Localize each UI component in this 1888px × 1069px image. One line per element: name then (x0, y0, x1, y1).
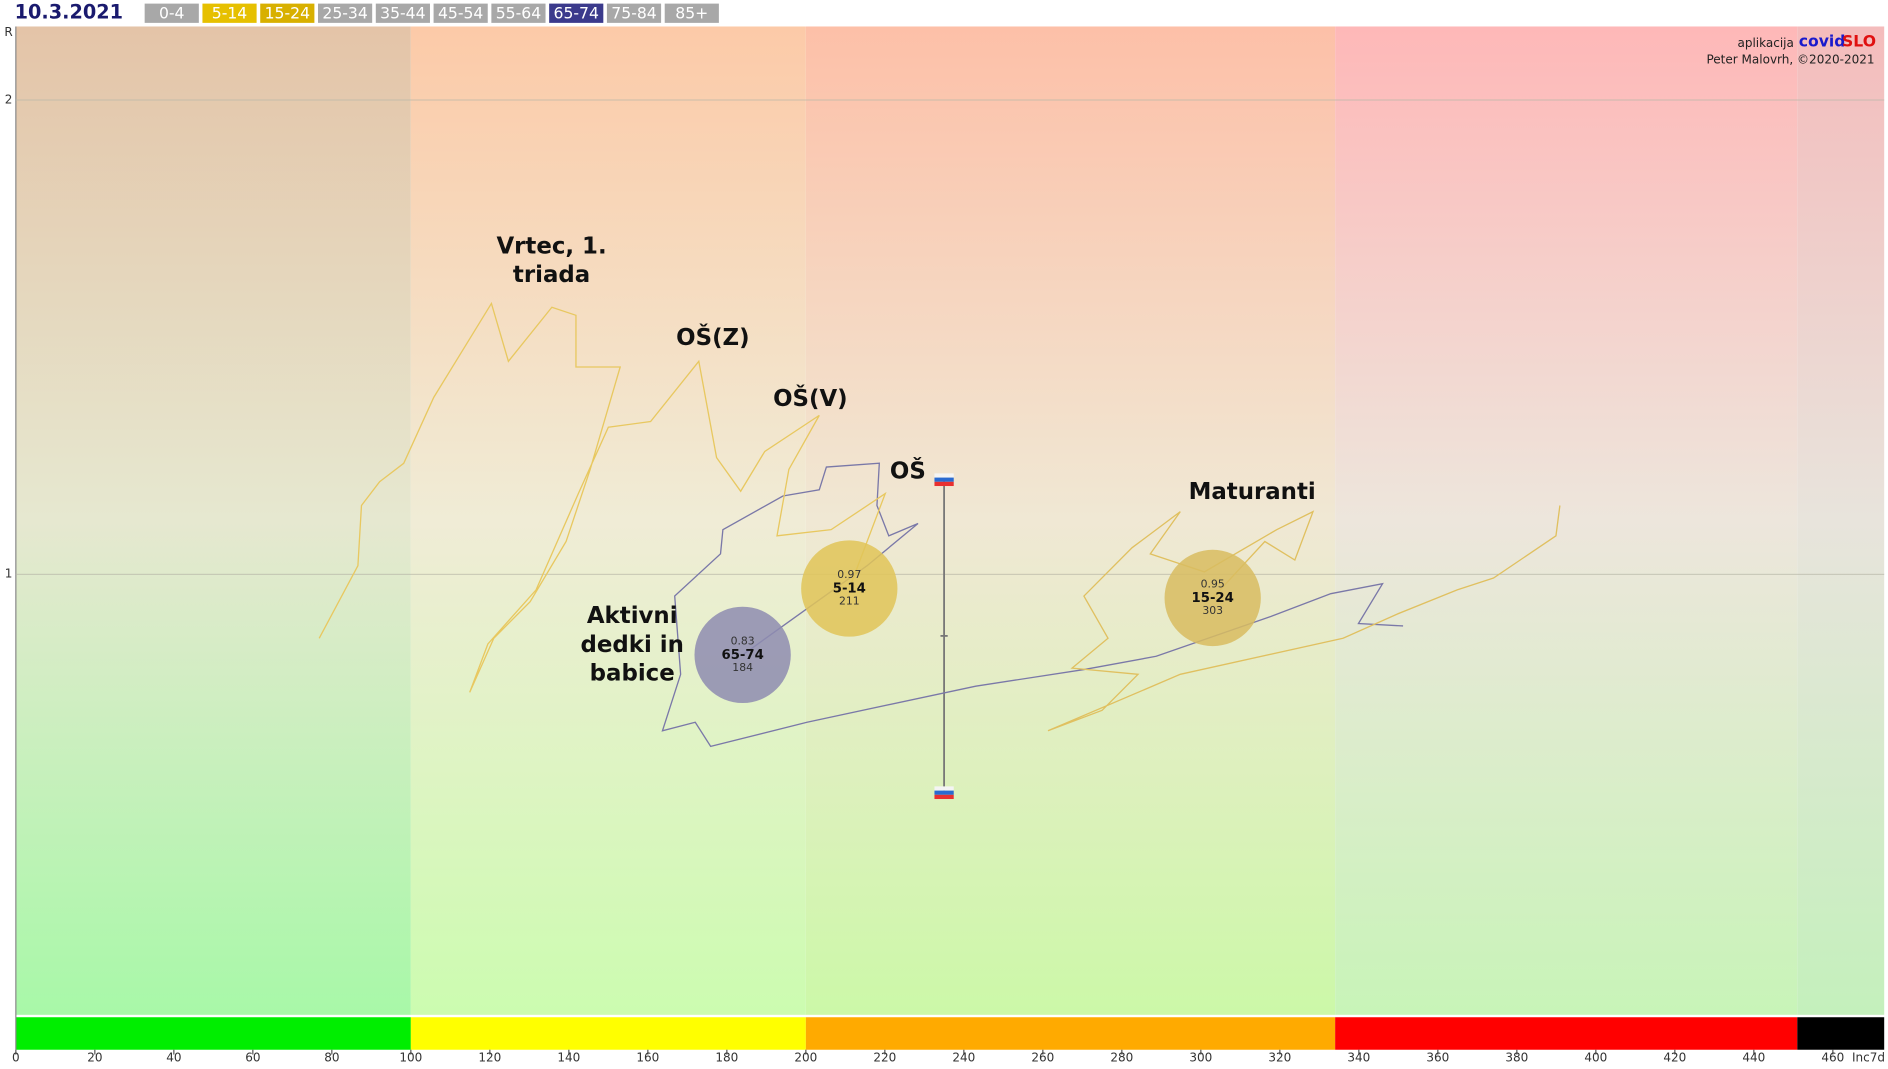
age-group-button (260, 3, 315, 23)
bubble-r: 0.95 (1201, 578, 1225, 591)
age-group-button (549, 3, 604, 23)
zone-bar (410, 1017, 806, 1050)
zone-background (805, 26, 1336, 1015)
x-tick-label: 380 (1505, 1051, 1528, 1065)
annotation: Aktivni (587, 603, 678, 629)
flag-white (934, 473, 954, 478)
x-tick-label: 460 (1821, 1051, 1844, 1065)
age-group-label: 5-14 (212, 3, 248, 22)
x-tick-label: 0 (12, 1051, 20, 1065)
bubble (801, 540, 898, 637)
age-group-label: 65-74 (554, 3, 599, 22)
trail (318, 301, 887, 693)
age-group-button (202, 3, 257, 23)
x-tick-label: 420 (1663, 1051, 1686, 1065)
bubble-inc: 211 (839, 595, 860, 608)
age-group-button (606, 3, 662, 23)
age-group-button (664, 3, 719, 23)
age-group-button (318, 3, 373, 23)
zone-background (1335, 26, 1798, 1015)
x-axis-label: Inc7d (1852, 1051, 1885, 1065)
zone-bar (15, 1017, 411, 1050)
x-tick-label: 180 (715, 1051, 738, 1065)
trail (1047, 505, 1561, 732)
flag-red (934, 794, 954, 800)
zone-bar (805, 1017, 1336, 1050)
credit-brand: SLO (1842, 32, 1876, 51)
annotation: OŠ(Z) (676, 323, 749, 351)
bubble-inc: 184 (732, 661, 753, 674)
zone-background (410, 26, 806, 1015)
credit-prefix: aplikacija (1737, 36, 1793, 50)
annotation: OŠ(V) (773, 384, 847, 412)
annotation: Maturanti (1189, 479, 1316, 505)
bubble-name: 15-24 (1192, 591, 1234, 606)
x-tick-label: 80 (324, 1051, 339, 1065)
x-tick-label: 320 (1268, 1051, 1291, 1065)
age-group-label: 25-34 (322, 3, 367, 22)
zone-background (15, 26, 411, 1015)
age-group-label: 15-24 (265, 3, 310, 22)
flag-blue (934, 790, 954, 795)
age-group-button (491, 3, 546, 23)
bubble (694, 606, 791, 704)
annotation: dedki in (581, 632, 684, 658)
age-group-label: 75-84 (611, 3, 656, 22)
annotation: triada (513, 262, 590, 288)
age-group-label: 35-44 (380, 3, 425, 22)
age-group-label: 55-64 (496, 3, 541, 22)
x-tick-label: 220 (873, 1051, 896, 1065)
x-tick-label: 140 (557, 1051, 580, 1065)
zone-bar (1335, 1017, 1798, 1050)
x-tick-label: 280 (1110, 1051, 1133, 1065)
x-tick-label: 340 (1347, 1051, 1370, 1065)
x-tick-label: 240 (952, 1051, 975, 1065)
credit-brand: covid (1799, 32, 1846, 51)
y-tick-label: 1 (5, 567, 13, 581)
bubble-r: 0.97 (837, 568, 861, 581)
x-tick-label: 260 (1031, 1051, 1054, 1065)
x-tick-label: 40 (166, 1051, 181, 1065)
bubble-inc: 303 (1202, 604, 1223, 617)
flag-blue (934, 477, 954, 482)
bubble (1164, 549, 1261, 647)
age-group-label: 45-54 (438, 3, 483, 22)
annotation: babice (590, 661, 675, 687)
y-tick-label: 2 (5, 92, 13, 106)
zone-background (1797, 26, 1885, 1015)
zone-bar (1797, 1017, 1885, 1050)
age-group-label: 0-4 (159, 3, 185, 22)
age-group-label: 85+ (675, 3, 708, 22)
age-group-button (433, 3, 488, 23)
x-tick-label: 300 (1189, 1051, 1212, 1065)
x-tick-label: 20 (87, 1051, 102, 1065)
x-tick-label: 100 (399, 1051, 422, 1065)
x-tick-label: 120 (478, 1051, 501, 1065)
x-tick-label: 400 (1584, 1051, 1607, 1065)
x-tick-label: 160 (636, 1051, 659, 1065)
flag-white (934, 786, 954, 791)
flag-red (934, 481, 954, 487)
bubble-name: 5-14 (833, 581, 866, 596)
annotation: Vrtec, 1. (496, 233, 606, 259)
credit-author: Peter Malovrh, ©2020-2021 (1706, 53, 1874, 67)
age-group-button (375, 3, 430, 23)
age-group-button (144, 3, 199, 23)
x-tick-label: 200 (794, 1051, 817, 1065)
y-axis-label: R (4, 25, 12, 39)
bubble-name: 65-74 (721, 648, 763, 663)
x-tick-label: 360 (1426, 1051, 1449, 1065)
x-tick-label: 60 (245, 1051, 260, 1065)
x-tick-label: 440 (1742, 1051, 1765, 1065)
annotation: OŠ (890, 456, 926, 484)
bubble-r: 0.83 (731, 635, 755, 648)
date: 10.3.2021 (15, 1, 123, 24)
